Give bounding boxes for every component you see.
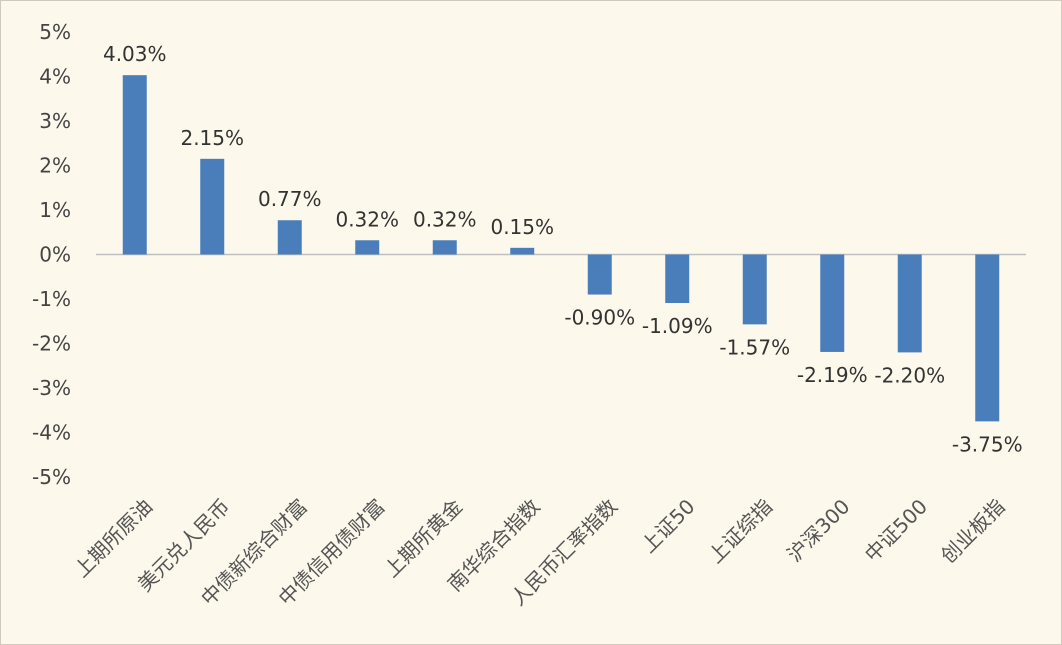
category-label: 创业板指: [936, 494, 1010, 568]
y-tick-label: -2%: [32, 332, 71, 356]
y-tick-label: -4%: [32, 421, 71, 445]
data-label: 0.15%: [490, 215, 554, 239]
data-label: -2.19%: [797, 363, 868, 387]
y-tick-label: 2%: [39, 154, 71, 178]
data-label: -2.20%: [874, 363, 945, 387]
bar: [587, 254, 612, 295]
y-axis-tick-labels: 5% 4% 3% 2% 1% 0% -1% -2% -3% -4% -5%: [32, 20, 71, 489]
category-label: 上证综指: [703, 494, 777, 568]
data-label: 0.77%: [258, 187, 322, 211]
y-tick-label: 4%: [39, 65, 71, 89]
bar: [355, 240, 380, 255]
data-label: 0.32%: [335, 207, 399, 231]
y-tick-label: 0%: [39, 243, 71, 267]
bar-series: [122, 75, 1000, 422]
data-label: 4.03%: [103, 42, 167, 66]
y-tick-label: 1%: [39, 198, 71, 222]
bar: [665, 254, 690, 304]
y-tick-label: 3%: [39, 109, 71, 133]
y-tick-label: -3%: [32, 376, 71, 400]
data-label: -1.57%: [719, 335, 790, 359]
category-label: 中证500: [860, 494, 932, 566]
data-label: 2.15%: [180, 126, 244, 150]
y-tick-label: -1%: [32, 287, 71, 311]
bar: [277, 220, 302, 255]
category-labels: 上期所原油美元兑人民币中债新综合财富中债信用债财富上期所黄金南华综合指数人民币汇…: [69, 494, 1009, 610]
bar: [122, 75, 147, 255]
bar: [432, 240, 457, 255]
data-labels: 4.03% 2.15% 0.77% 0.32% 0.32% 0.15% -0.90% -1.0…: [103, 42, 1023, 456]
bar: [742, 254, 767, 325]
bar: [200, 158, 225, 255]
bar: [510, 247, 535, 255]
bar: [897, 254, 922, 353]
data-label: -1.09%: [642, 314, 713, 338]
y-tick-label: -5%: [32, 465, 71, 489]
category-label: 上证50: [636, 494, 699, 557]
data-label: -3.75%: [952, 432, 1023, 456]
bar: [820, 254, 845, 352]
y-tick-label: 5%: [39, 20, 71, 44]
bar: [975, 254, 1000, 422]
category-label: 沪深300: [782, 494, 854, 566]
data-label: 0.32%: [413, 207, 477, 231]
data-label: -0.90%: [564, 306, 635, 330]
